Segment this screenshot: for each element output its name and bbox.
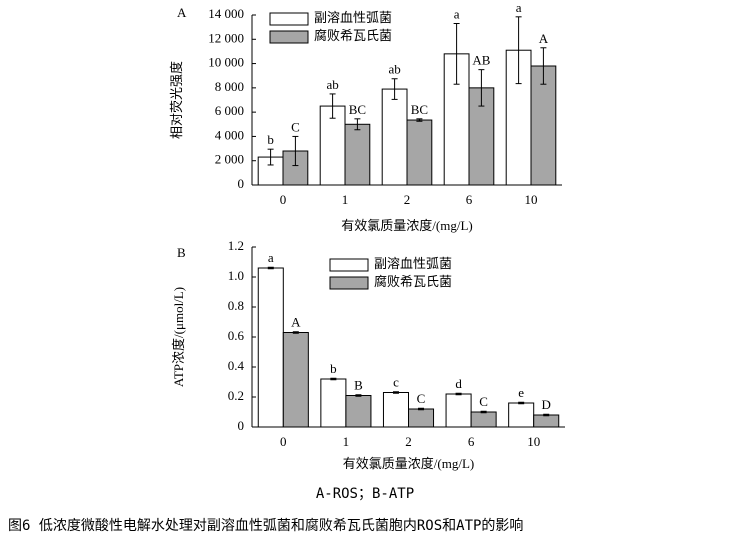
significance-label: a xyxy=(516,0,522,15)
bar xyxy=(382,392,409,428)
bar xyxy=(408,408,435,428)
y-tick-label: 6 000 xyxy=(215,103,244,118)
y-tick-label: 2 000 xyxy=(215,152,244,167)
significance-label: c xyxy=(393,375,399,390)
bar xyxy=(530,65,557,186)
y-tick-label: 1.0 xyxy=(228,268,244,283)
y-tick-label: 0.4 xyxy=(228,358,245,373)
y-tick-label: 4 000 xyxy=(215,127,244,142)
bar xyxy=(257,267,284,428)
x-tick-label: 6 xyxy=(466,192,473,207)
y-tick-label: 0.2 xyxy=(228,388,244,403)
legend-swatch xyxy=(329,276,369,290)
x-tick-label: 10 xyxy=(525,192,538,207)
x-tick-label: 6 xyxy=(468,434,475,449)
x-tick-label: 0 xyxy=(280,192,287,207)
bar xyxy=(319,105,346,186)
significance-label: BC xyxy=(349,102,366,117)
y-tick-label: 0.8 xyxy=(228,298,244,313)
significance-label: ab xyxy=(388,62,400,77)
significance-label: C xyxy=(291,119,300,134)
legend-label: 腐败希瓦氏菌 xyxy=(374,274,452,289)
panel-label: B xyxy=(177,245,186,260)
y-axis-label: 相对荧光强度 xyxy=(169,61,184,139)
caption: 图6 低浓度微酸性电解水处理对副溶血性弧菌和腐败希瓦氏菌胞内ROS和ATP的影响 xyxy=(8,517,523,534)
x-tick-label: 1 xyxy=(342,192,349,207)
panel-label: A xyxy=(177,5,187,20)
bar xyxy=(381,88,408,186)
significance-label: A xyxy=(539,31,549,46)
bar xyxy=(320,378,347,428)
significance-label: e xyxy=(518,385,524,400)
significance-label: ab xyxy=(326,77,338,92)
legend-swatch xyxy=(269,30,309,44)
bar xyxy=(282,332,309,428)
y-axis-label: ATP浓度/(μmol/L) xyxy=(171,287,186,387)
legend-label: 副溶血性弧菌 xyxy=(314,10,392,25)
significance-label: a xyxy=(454,6,460,21)
x-tick-label: 1 xyxy=(343,434,350,449)
x-tick-label: 2 xyxy=(405,434,412,449)
legend-label: 副溶血性弧菌 xyxy=(374,256,452,271)
y-tick-label: 1.2 xyxy=(228,238,244,253)
bar xyxy=(533,414,560,428)
x-tick-label: 0 xyxy=(280,434,287,449)
significance-label: b xyxy=(267,132,274,147)
y-tick-label: 0 xyxy=(238,176,245,191)
significance-label: a xyxy=(268,250,274,265)
y-tick-label: 10 000 xyxy=(208,55,244,70)
significance-label: D xyxy=(542,397,551,412)
significance-label: d xyxy=(455,376,462,391)
x-tick-label: 10 xyxy=(527,434,540,449)
significance-label: C xyxy=(417,391,426,406)
bar xyxy=(344,123,371,186)
bar xyxy=(445,393,472,428)
bar xyxy=(345,395,372,428)
bar xyxy=(508,402,535,428)
significance-label: B xyxy=(354,378,363,393)
y-tick-label: 14 000 xyxy=(208,6,244,21)
y-tick-label: 0.6 xyxy=(228,328,245,343)
bar xyxy=(406,119,433,186)
x-axis-label: 有效氯质量浓度/(mg/L) xyxy=(341,218,472,233)
x-tick-label: 2 xyxy=(404,192,411,207)
significance-label: C xyxy=(479,394,488,409)
legend-swatch xyxy=(329,258,369,272)
y-tick-label: 12 000 xyxy=(208,30,244,45)
legend-swatch xyxy=(269,12,309,26)
x-axis-label: 有效氯质量浓度/(mg/L) xyxy=(343,456,474,471)
legend-label: 腐败希瓦氏菌 xyxy=(314,28,392,43)
significance-label: BC xyxy=(411,102,428,117)
significance-label: AB xyxy=(472,53,490,68)
significance-label: b xyxy=(330,361,337,376)
y-tick-label: 0 xyxy=(238,418,245,433)
y-tick-label: 8 000 xyxy=(215,79,244,94)
note: A-ROS；B-ATP xyxy=(316,486,414,502)
bar xyxy=(470,411,497,428)
significance-label: A xyxy=(291,315,301,330)
